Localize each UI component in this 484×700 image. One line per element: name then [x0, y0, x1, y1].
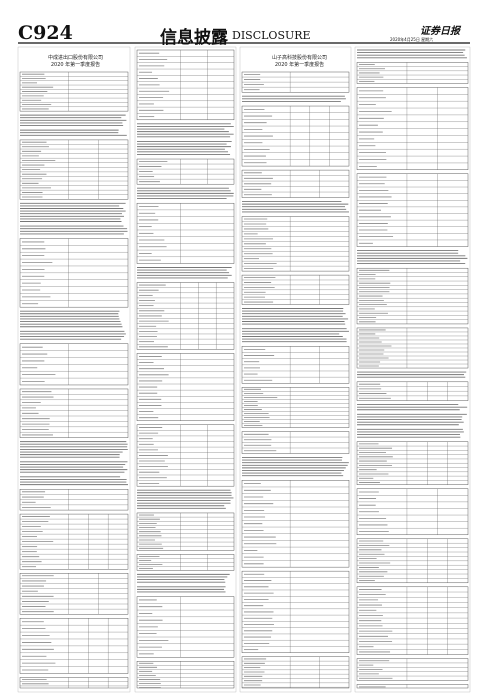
table	[19, 139, 129, 200]
table	[136, 202, 235, 264]
table	[19, 513, 129, 570]
date: 2020年4月25日 星期六	[390, 37, 434, 42]
table	[241, 105, 350, 167]
column	[17, 46, 131, 693]
table	[136, 158, 235, 185]
masthead: 证券日报	[420, 26, 460, 37]
company-name: 山子高科技股份有限公司	[271, 55, 327, 61]
table	[356, 267, 469, 325]
table	[136, 353, 235, 421]
table	[356, 173, 469, 247]
table	[241, 169, 350, 198]
table	[19, 388, 129, 438]
table	[19, 71, 129, 112]
table	[356, 658, 469, 681]
table	[241, 216, 350, 272]
company-name: 中成进出口股份有限公司	[47, 55, 103, 61]
table	[136, 596, 235, 658]
report-title: 2020 年第一季度报告	[50, 62, 101, 68]
table	[136, 424, 235, 487]
report-title: 2020 年第一季度报告	[274, 62, 325, 68]
table	[356, 62, 469, 84]
table	[136, 661, 235, 689]
table	[136, 49, 235, 121]
column	[239, 46, 352, 693]
section-title-en: DISCLOSURE	[232, 29, 311, 42]
section-title: 信息披露	[160, 28, 228, 48]
table	[136, 282, 235, 350]
table	[19, 677, 129, 689]
table	[241, 570, 350, 653]
table	[356, 684, 469, 689]
table	[241, 480, 350, 568]
column	[134, 46, 237, 693]
article-heading: 中成进出口股份有限公司 2020 年第一季度报告	[28, 55, 123, 69]
column	[354, 46, 471, 693]
table	[356, 586, 469, 655]
table	[136, 512, 235, 551]
table	[241, 656, 350, 689]
page-number: C924	[18, 22, 73, 44]
table	[356, 488, 469, 536]
article-heading: 山子高科技股份有限公司 2020 年第一季度报告	[252, 55, 347, 69]
